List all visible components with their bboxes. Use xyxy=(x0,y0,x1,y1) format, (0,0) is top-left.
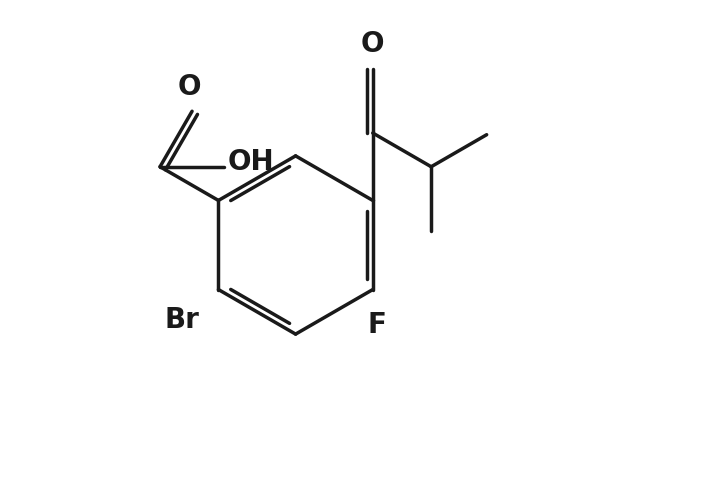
Text: O: O xyxy=(178,73,201,100)
Text: OH: OH xyxy=(228,148,274,176)
Text: O: O xyxy=(361,30,385,58)
Text: F: F xyxy=(367,311,386,339)
Text: Br: Br xyxy=(165,306,200,334)
